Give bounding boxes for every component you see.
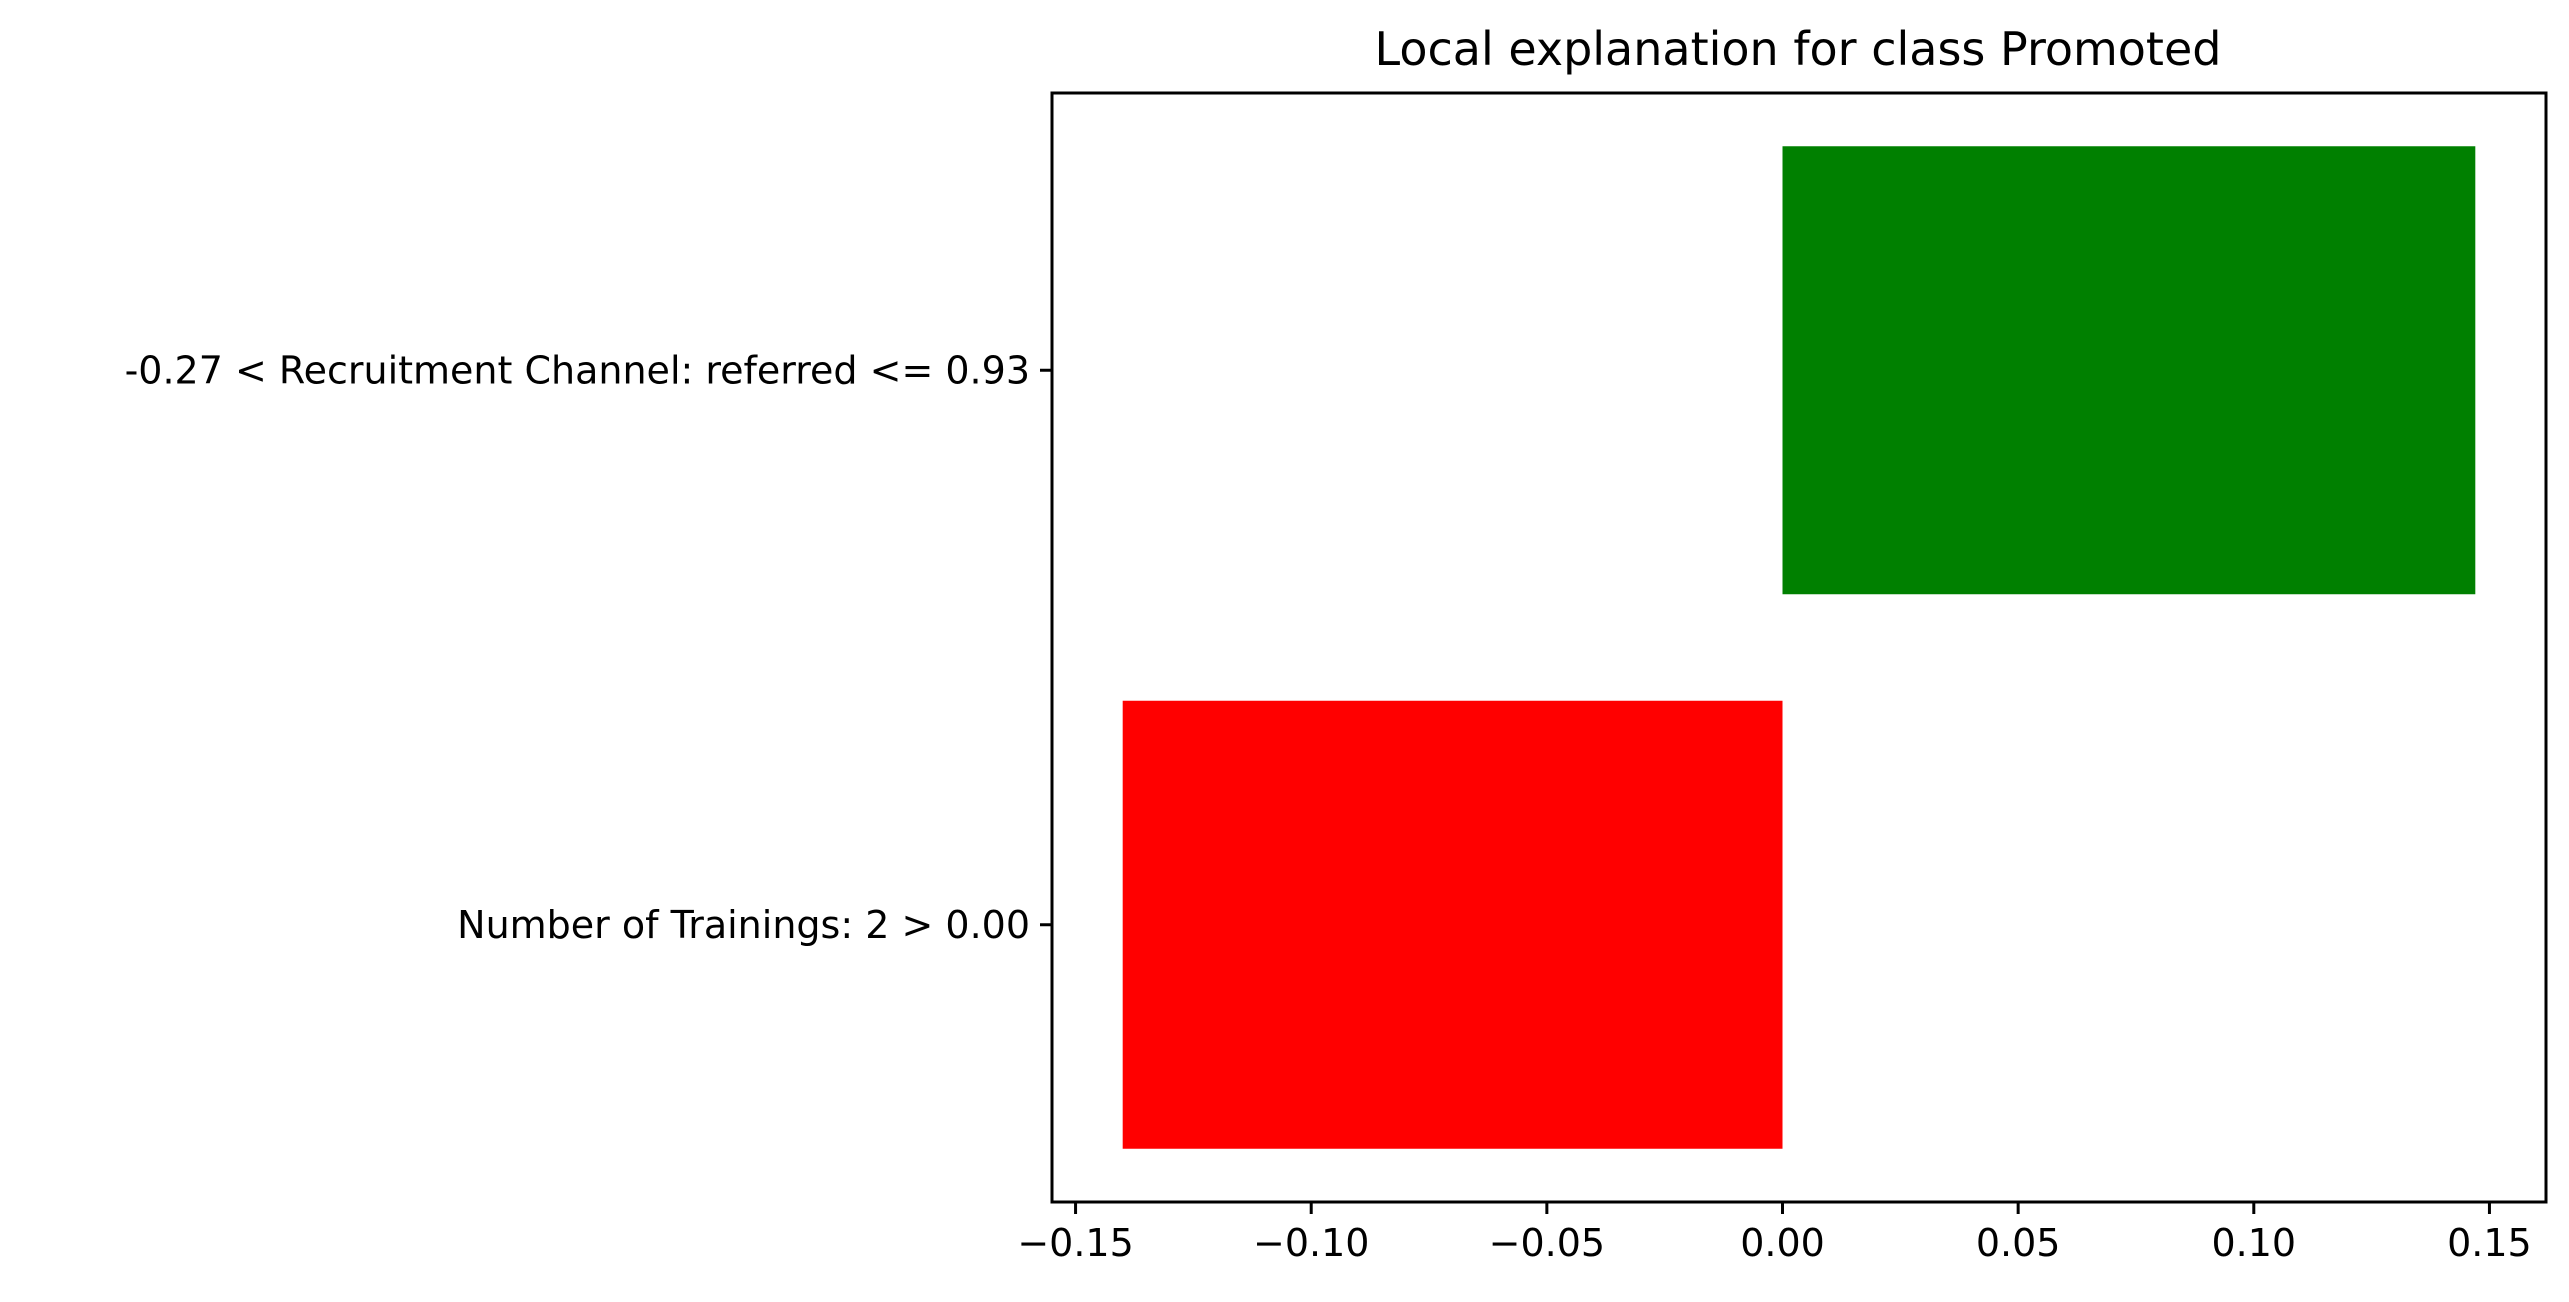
y-tick-label: -0.27 < Recruitment Channel: referred <=…	[125, 348, 1030, 392]
x-tick-label: −0.10	[1253, 1221, 1369, 1265]
plot-frame	[1050, 91, 2548, 1204]
bar-1	[1782, 146, 2476, 595]
bars-layer	[1122, 146, 2476, 1149]
x-tick-label: 0.05	[1976, 1221, 2061, 1265]
x-tick-label: 0.15	[2447, 1221, 2532, 1265]
y-tick-label: Number of Trainings: 2 > 0.00	[457, 903, 1030, 947]
x-axis: −0.15 −0.10 −0.05 0.00 0.05 0.10 0.15	[1017, 1202, 2532, 1265]
bar-2	[1122, 700, 1783, 1149]
x-tick-label: −0.15	[1017, 1221, 1133, 1265]
x-tick-label: 0.10	[2211, 1221, 2296, 1265]
y-axis: -0.27 < Recruitment Channel: referred <=…	[125, 348, 1052, 947]
x-tick-label: −0.05	[1489, 1221, 1605, 1265]
chart-title: Local explanation for class Promoted	[1375, 22, 2222, 76]
x-tick-label: 0.00	[1740, 1221, 1825, 1265]
